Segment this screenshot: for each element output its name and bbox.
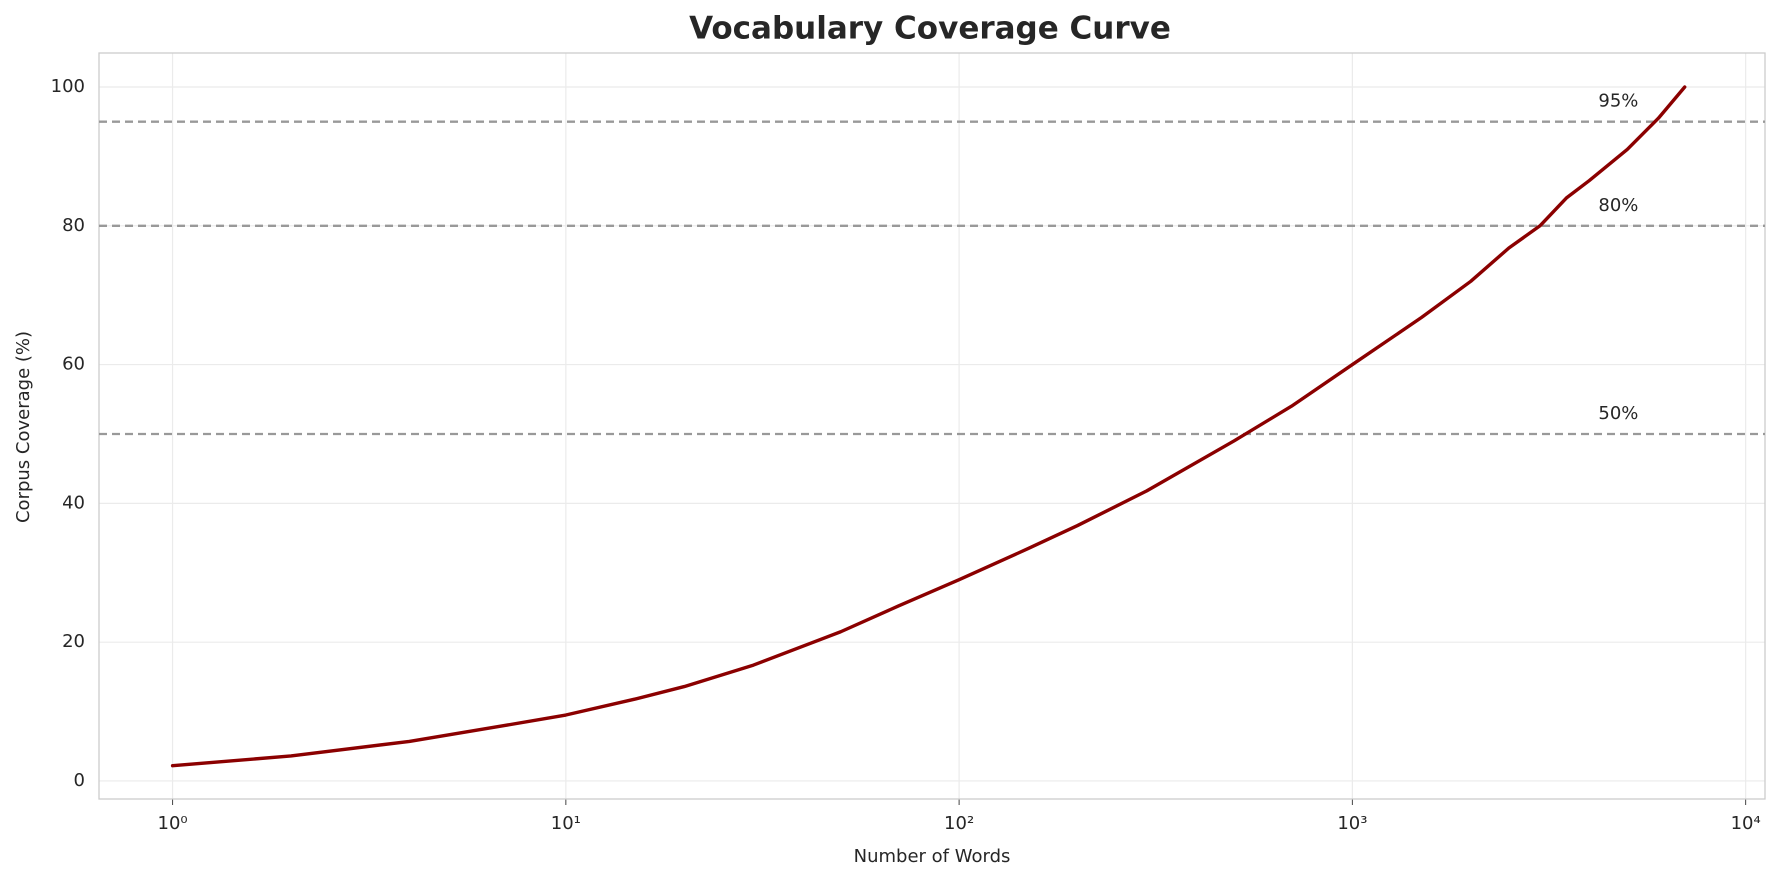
coverage-line — [170, 85, 1687, 768]
chart-title: Vocabulary Coverage Curve — [689, 11, 1171, 47]
y-tick-label: 100 — [51, 76, 85, 97]
x-tick-label: 10⁰ — [158, 813, 188, 834]
y-axis-label: Corpus Coverage (%) — [13, 331, 34, 523]
y-tick-label: 0 — [74, 770, 85, 791]
x-tick-label: 10⁴ — [1731, 813, 1761, 834]
x-tick-label: 10² — [944, 813, 974, 834]
plot-frame — [98, 52, 1766, 800]
reference-label: 95% — [1598, 91, 1638, 112]
y-tick-label: 20 — [62, 631, 85, 652]
y-tick-label: 80 — [62, 215, 85, 236]
y-tick-label: 40 — [62, 492, 85, 513]
y-tick-label: 60 — [62, 354, 85, 375]
reference-label: 50% — [1598, 403, 1638, 424]
x-tick-label: 10³ — [1337, 813, 1367, 834]
x-axis-label: Number of Words — [854, 846, 1011, 867]
x-tick-label: 10¹ — [551, 813, 581, 834]
reference-label: 80% — [1598, 195, 1638, 216]
